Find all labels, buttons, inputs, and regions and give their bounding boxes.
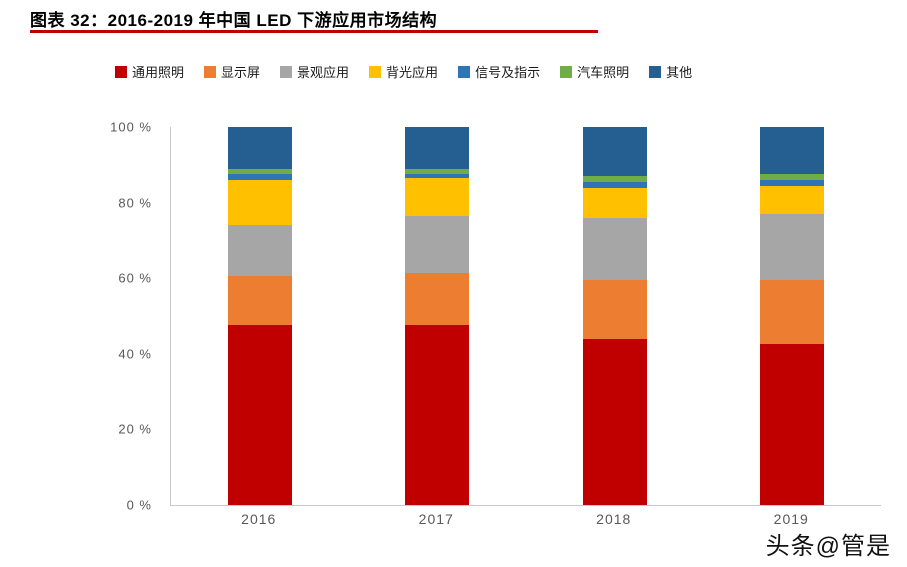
bar-segment-背光应用 <box>405 178 470 216</box>
bar-segment-景观应用 <box>760 213 825 281</box>
x-axis-label: 2016 <box>241 511 277 527</box>
bar-segment-其他 <box>582 127 647 177</box>
legend-swatch-icon <box>115 65 127 78</box>
y-tick-label: 100 % <box>110 119 152 135</box>
legend-swatch-icon <box>280 65 293 78</box>
bar-segment-显示屏 <box>227 276 292 326</box>
y-tick-label: 80 % <box>118 195 152 211</box>
bar-segment-汽车照明 <box>760 174 825 180</box>
bar-segment-显示屏 <box>582 280 647 339</box>
bar-segment-信号及指示 <box>227 174 292 180</box>
legend-swatch-icon <box>204 65 217 78</box>
legend-label: 显示屏 <box>221 65 261 80</box>
legend-label: 通用照明 <box>132 65 185 80</box>
y-tick-label: 20 % <box>118 421 152 437</box>
legend-item-景观应用: 景观应用 <box>280 62 349 81</box>
bar-2017 <box>405 127 470 505</box>
legend-swatch-icon <box>649 65 662 78</box>
bar-segment-背光应用 <box>760 185 825 214</box>
bar-2018 <box>582 127 647 505</box>
legend-swatch-icon <box>369 65 382 78</box>
bar-segment-信号及指示 <box>760 179 825 186</box>
bar-segment-汽车照明 <box>227 168 292 175</box>
bar-2016 <box>227 127 292 505</box>
legend-swatch-icon <box>560 65 573 78</box>
legend-label: 景观应用 <box>297 65 350 80</box>
x-axis-label: 2018 <box>596 511 632 527</box>
bar-segment-通用照明 <box>227 325 292 505</box>
bar-segment-显示屏 <box>405 272 470 326</box>
bar-segment-景观应用 <box>227 225 292 277</box>
legend-item-显示屏: 显示屏 <box>204 62 260 81</box>
bar-segment-景观应用 <box>582 217 647 281</box>
chart-legend: 通用照明 显示屏 景观应用 背光应用 信号及指示 汽车照明 其他 <box>115 62 692 81</box>
bar-segment-信号及指示 <box>582 181 647 188</box>
bar-2019 <box>760 127 825 505</box>
bar-segment-通用照明 <box>760 344 825 505</box>
legend-label: 背光应用 <box>386 65 439 80</box>
legend-item-通用照明: 通用照明 <box>115 62 184 81</box>
bar-segment-通用照明 <box>405 325 470 505</box>
y-tick-label: 0 % <box>126 497 152 513</box>
bar-segment-其他 <box>760 127 825 175</box>
bar-segment-景观应用 <box>405 215 470 273</box>
legend-item-汽车照明: 汽车照明 <box>560 62 629 81</box>
bar-segment-背光应用 <box>227 179 292 226</box>
bar-segment-背光应用 <box>582 187 647 218</box>
y-tick-label: 40 % <box>118 346 152 362</box>
bar-segment-信号及指示 <box>405 174 470 179</box>
x-axis-label: 2017 <box>418 511 454 527</box>
x-axis-labels: 2016 2017 2018 2019 <box>170 511 880 527</box>
bar-segment-汽车照明 <box>405 168 470 175</box>
y-tick-label: 60 % <box>118 270 152 286</box>
legend-label: 信号及指示 <box>475 65 541 80</box>
bar-segment-汽车照明 <box>582 176 647 182</box>
bar-segment-显示屏 <box>760 280 825 345</box>
legend-label: 汽车照明 <box>577 65 630 80</box>
bar-segment-其他 <box>405 127 470 169</box>
legend-swatch-icon <box>458 65 471 78</box>
title-underline <box>30 30 598 33</box>
y-axis-labels: 0 % 20 % 40 % 60 % 80 % 100 % <box>0 120 162 513</box>
bar-segment-通用照明 <box>582 338 647 505</box>
legend-item-信号及指示: 信号及指示 <box>458 62 540 81</box>
legend-label: 其他 <box>666 65 693 80</box>
x-axis-label: 2019 <box>773 511 809 527</box>
chart-title: 图表 32：2016-2019 年中国 LED 下游应用市场结构 <box>30 11 438 30</box>
watermark: 头条@管是 <box>765 533 891 560</box>
legend-item-背光应用: 背光应用 <box>369 62 438 81</box>
bar-segment-其他 <box>227 127 292 169</box>
legend-item-其他: 其他 <box>649 62 692 81</box>
plot-area <box>170 127 881 506</box>
